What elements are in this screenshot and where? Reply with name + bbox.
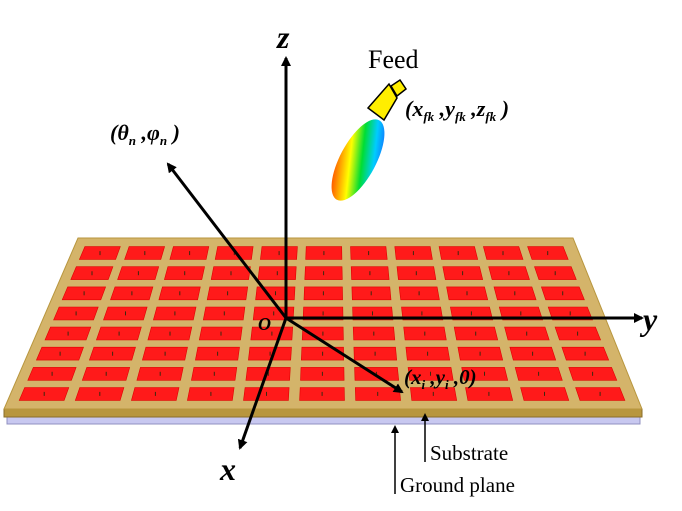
ground-plane-label: Ground plane (400, 473, 515, 497)
axis-y-label: y (639, 301, 658, 337)
axis-x-label: x (219, 451, 236, 487)
feed-beam (331, 119, 385, 201)
direction-label: (θn ,φn ) (110, 120, 180, 148)
feed-position-label: (xfk ,yfk ,zfk ) (405, 96, 509, 124)
patch-array (18, 246, 626, 401)
origin-label: O (258, 314, 271, 334)
x-axis (237, 317, 288, 450)
substrate-top (3, 237, 643, 410)
feed-horn-icon (366, 78, 408, 122)
ground-plane (6, 416, 641, 425)
substrate-side (3, 408, 643, 418)
axis-z-label: z (276, 19, 290, 55)
feed-label: Feed (368, 45, 419, 74)
substrate-label: Substrate (430, 441, 508, 465)
direction-vector (166, 162, 288, 319)
element-position-label: (xi ,yi ,0) (404, 365, 477, 392)
element-vector (285, 316, 404, 394)
